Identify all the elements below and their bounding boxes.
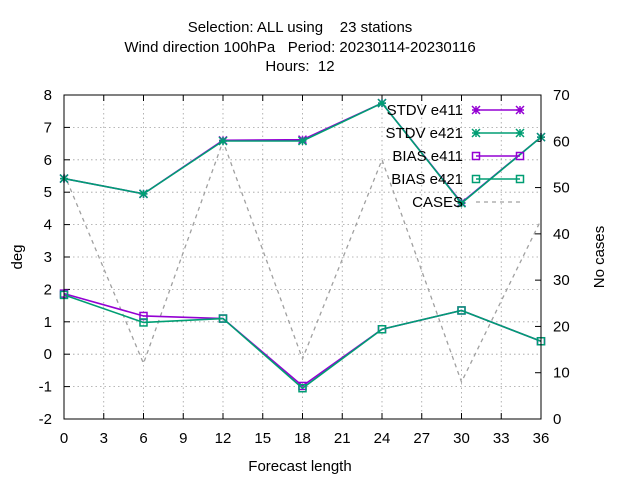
x-tick-label: 21 (334, 430, 351, 447)
legend-item: BIAS e411 (392, 148, 525, 165)
x-tick-label: 9 (179, 430, 187, 447)
y-tick-label: 6 (44, 152, 52, 169)
y-tick-label: 2 (44, 281, 52, 298)
y2-tick-label: 30 (553, 272, 570, 289)
y2-tick-label: 60 (553, 133, 570, 150)
y2-tick-label: 50 (553, 180, 570, 197)
point-marker (456, 198, 467, 208)
legend-label: CASES (412, 194, 463, 211)
legend-item: STDV e411 (387, 102, 525, 119)
x-tick-label: 30 (453, 430, 470, 447)
plot-frame (63, 94, 542, 420)
x-tick-label: 12 (215, 430, 232, 447)
legend-label: STDV e421 (385, 125, 463, 142)
point-marker (457, 306, 466, 315)
x-tick-label: 24 (374, 430, 391, 447)
point-marker (471, 151, 481, 161)
y-axis-label: deg (9, 244, 26, 269)
y2-tick-label: 0 (553, 411, 561, 428)
grid (63, 94, 542, 420)
legend: STDV e411 STDV e421 BIAS e411 BIAS e421 CASE… (385, 102, 525, 211)
title-line-2: Wind direction 100hPa Period: 20230114-2… (124, 39, 475, 56)
legend-item: STDV e421 (385, 125, 525, 142)
title-line-1: Selection: ALL using 23 stations (188, 19, 413, 36)
x-tick-label: 3 (100, 430, 108, 447)
series (59, 98, 546, 393)
legend-label: STDV e411 (387, 102, 463, 119)
point-marker (471, 174, 481, 184)
y-tick-label: 8 (44, 87, 52, 104)
x-tick-label: 18 (294, 430, 311, 447)
chart-title: Selection: ALL using 23 stations Wind di… (124, 19, 475, 75)
y2-tick-label: 40 (553, 226, 570, 243)
y2-tick-label: 10 (553, 365, 570, 382)
legend-item: CASES (412, 194, 520, 211)
y2-tick-label: 20 (553, 318, 570, 335)
point-marker (515, 174, 525, 184)
y-tick-label: 5 (44, 184, 52, 201)
legend-label: BIAS e411 (392, 148, 463, 165)
legend-label: BIAS e421 (391, 171, 463, 188)
y2-tick-label: 70 (553, 87, 570, 104)
y2-axis-label: No cases (591, 226, 608, 289)
title-line-3: Hours: 12 (265, 58, 334, 75)
y-tick-label: 1 (44, 314, 52, 331)
point-marker (139, 318, 148, 327)
y-tick-label: 3 (44, 249, 52, 266)
point-marker (298, 383, 307, 393)
series-line (63, 139, 542, 384)
x-tick-label: 33 (493, 430, 510, 447)
y-tick-label: 0 (44, 346, 52, 363)
x-axis-label: Forecast length (248, 458, 351, 475)
point-marker (377, 98, 387, 108)
legend-item: BIAS e421 (391, 171, 525, 188)
series-stdv-e421 (59, 98, 546, 208)
tick-labels: 0 3 6 9 12 15 18 21 24 27 30 33 36-2-101234567801020… (39, 87, 570, 447)
x-tick-label: 27 (413, 430, 430, 447)
point-marker (218, 136, 228, 146)
point-marker (471, 128, 481, 138)
point-marker (515, 128, 525, 138)
point-marker (297, 136, 308, 146)
point-marker (138, 189, 149, 199)
point-marker (471, 105, 481, 115)
y-tick-label: 4 (44, 217, 52, 234)
series-cases (63, 139, 542, 384)
point-marker (377, 325, 387, 334)
x-tick-label: 36 (533, 430, 550, 447)
y-tick-label: -1 (39, 379, 52, 396)
series-line (63, 294, 542, 390)
point-marker (218, 314, 228, 323)
series-bias-e421 (59, 290, 546, 393)
point-marker (515, 151, 525, 161)
point-marker (515, 105, 525, 115)
x-tick-label: 15 (254, 430, 271, 447)
y-tick-label: 7 (44, 119, 52, 136)
x-tick-label: 6 (139, 430, 147, 447)
y-tick-label: -2 (39, 411, 52, 428)
x-tick-label: 0 (60, 430, 68, 447)
